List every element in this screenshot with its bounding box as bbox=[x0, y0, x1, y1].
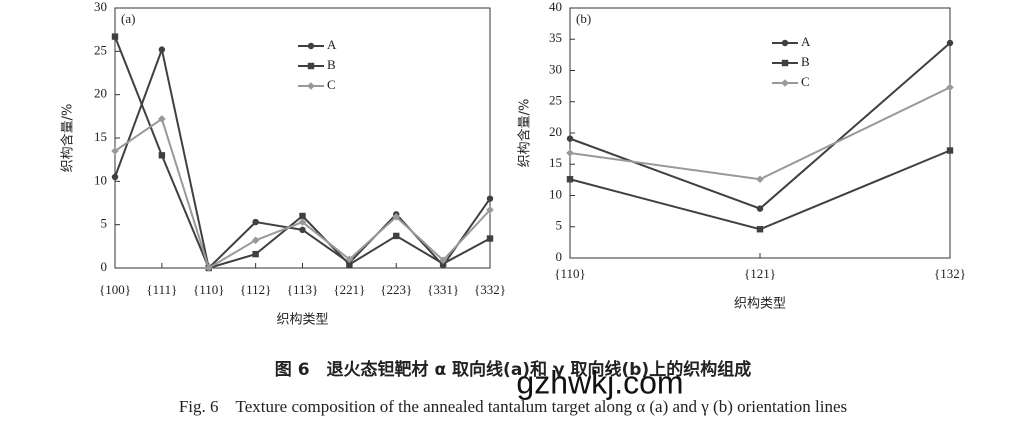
point bbox=[252, 250, 259, 258]
y-tick-label: 40 bbox=[549, 0, 562, 14]
y-tick-label: 5 bbox=[101, 216, 108, 231]
series-line bbox=[569, 86, 951, 181]
legend-marker bbox=[781, 59, 789, 67]
watermark: gzhwkj.com bbox=[516, 364, 683, 400]
legend-label: A bbox=[327, 37, 337, 52]
x-tick-label: {111} bbox=[146, 282, 177, 297]
legend-label: B bbox=[801, 54, 810, 69]
series-line bbox=[569, 149, 951, 231]
series-line bbox=[114, 46, 491, 270]
legend-marker bbox=[781, 79, 789, 87]
point bbox=[158, 115, 166, 123]
legend-marker bbox=[781, 39, 789, 47]
point bbox=[566, 149, 574, 157]
legend-label: B bbox=[327, 57, 336, 72]
y-tick-label: 5 bbox=[556, 218, 563, 233]
y-tick-label: 10 bbox=[94, 172, 107, 187]
y-tick-label: 15 bbox=[94, 129, 107, 144]
legend-marker bbox=[307, 62, 315, 70]
point bbox=[251, 236, 260, 245]
point bbox=[946, 147, 954, 154]
point bbox=[566, 176, 574, 183]
legend-marker bbox=[307, 42, 315, 50]
point bbox=[158, 152, 166, 159]
y-tick-label: 30 bbox=[549, 61, 562, 76]
y-tick-label: 15 bbox=[549, 155, 562, 170]
y-tick-label: 35 bbox=[549, 30, 562, 45]
panel-label: (a) bbox=[121, 11, 135, 26]
point bbox=[486, 206, 494, 214]
point bbox=[298, 218, 307, 226]
x-axis-title: 织构类型 bbox=[734, 297, 786, 312]
point bbox=[439, 256, 447, 264]
point bbox=[486, 195, 494, 202]
x-tick-label: {110} bbox=[193, 282, 225, 297]
point bbox=[946, 83, 954, 92]
y-tick-label: 25 bbox=[94, 42, 107, 57]
panel-label: (b) bbox=[576, 11, 591, 26]
x-tick-label: {332} bbox=[474, 282, 506, 297]
point bbox=[111, 33, 119, 40]
caption-en: Fig. 6 Texture composition of the anneal… bbox=[179, 397, 847, 416]
y-tick-label: 25 bbox=[549, 93, 562, 108]
x-tick-label: {121} bbox=[744, 266, 776, 281]
point bbox=[756, 205, 764, 212]
point bbox=[946, 39, 954, 47]
point bbox=[299, 226, 306, 234]
x-tick-label: {110} bbox=[554, 266, 586, 281]
series-line bbox=[569, 42, 951, 210]
point bbox=[204, 264, 213, 272]
y-tick-label: 0 bbox=[556, 249, 563, 264]
point bbox=[111, 147, 119, 155]
x-tick-label: {100} bbox=[99, 282, 131, 297]
y-tick-label: 0 bbox=[101, 259, 108, 274]
point bbox=[756, 175, 764, 184]
x-tick-label: {331} bbox=[427, 282, 459, 297]
y-axis-title: 织构含量/% bbox=[517, 99, 533, 168]
point bbox=[252, 218, 259, 226]
y-tick-label: 10 bbox=[549, 186, 562, 201]
point bbox=[299, 212, 306, 220]
legend-label: C bbox=[801, 74, 810, 89]
y-tick-label: 20 bbox=[549, 124, 562, 139]
point bbox=[111, 173, 119, 181]
legend-label: A bbox=[801, 34, 811, 49]
x-tick-label: {132} bbox=[934, 266, 966, 281]
x-tick-label: {112} bbox=[240, 282, 272, 297]
legend-marker bbox=[307, 82, 315, 90]
x-tick-label: {223} bbox=[380, 282, 412, 297]
x-tick-label: {221} bbox=[333, 282, 365, 297]
y-tick-label: 30 bbox=[94, 0, 107, 14]
point bbox=[345, 255, 354, 264]
legend-label: C bbox=[327, 77, 336, 92]
x-axis-title: 织构类型 bbox=[276, 313, 328, 328]
point bbox=[756, 226, 764, 233]
series-line bbox=[114, 36, 491, 270]
point bbox=[158, 46, 166, 53]
y-tick-label: 20 bbox=[94, 86, 107, 101]
y-axis-title: 织构含量/% bbox=[60, 104, 76, 173]
point bbox=[346, 261, 353, 268]
point bbox=[486, 235, 494, 242]
x-tick-label: {113} bbox=[287, 282, 319, 297]
plot-frame bbox=[569, 7, 951, 259]
point bbox=[392, 213, 401, 221]
series-line bbox=[114, 117, 491, 270]
caption-cn: 图 6 退火态钽靶材 α 取向线(a)和 γ 取向线(b)上的织构组成 bbox=[275, 359, 751, 380]
point bbox=[393, 232, 400, 240]
point bbox=[566, 135, 574, 142]
